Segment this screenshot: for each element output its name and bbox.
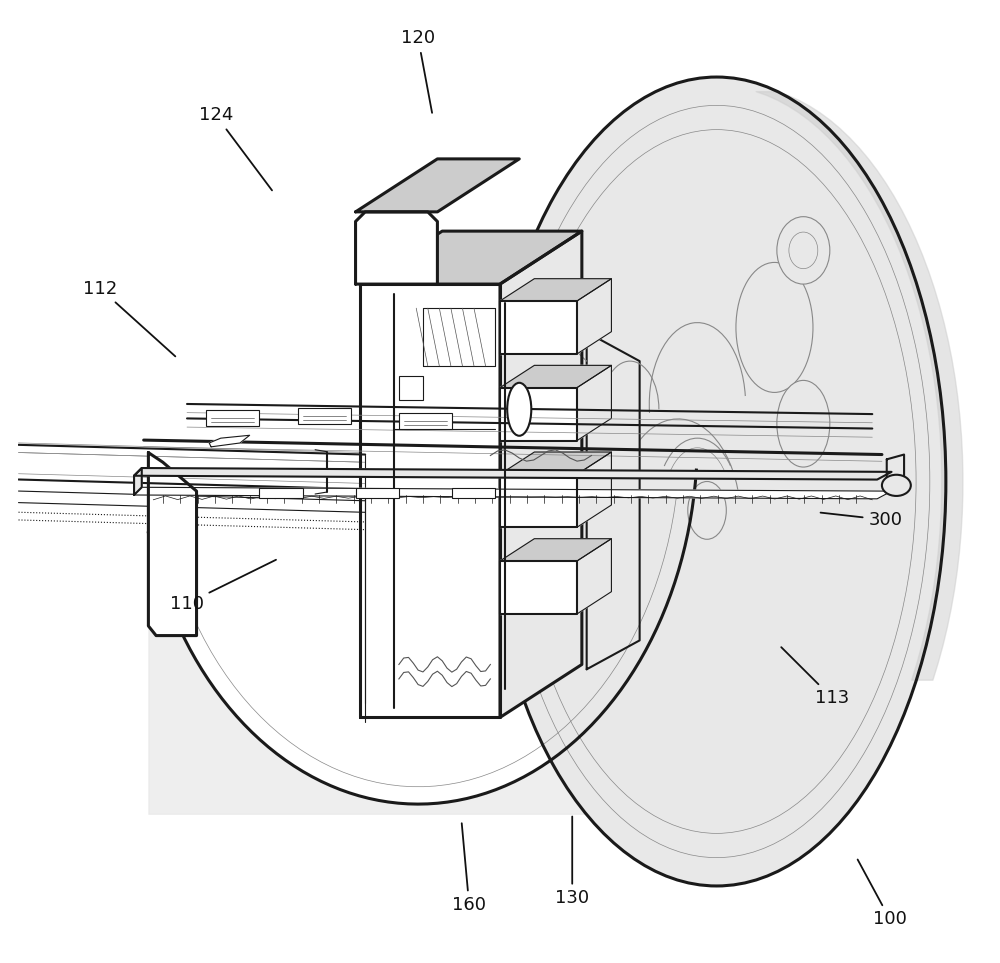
Polygon shape (500, 387, 577, 441)
Polygon shape (356, 212, 437, 284)
Polygon shape (577, 278, 611, 353)
Ellipse shape (507, 383, 531, 435)
Text: 300: 300 (821, 510, 902, 529)
Polygon shape (500, 538, 611, 560)
Text: 120: 120 (401, 29, 435, 113)
Text: 112: 112 (83, 279, 175, 356)
Bar (399, 413, 452, 429)
Polygon shape (500, 231, 582, 717)
Ellipse shape (789, 232, 818, 269)
Text: 110: 110 (170, 560, 276, 612)
Bar (259, 488, 303, 498)
Polygon shape (500, 300, 577, 353)
Text: 113: 113 (781, 647, 849, 707)
Polygon shape (423, 308, 495, 366)
Polygon shape (500, 365, 611, 387)
Polygon shape (587, 332, 640, 669)
Ellipse shape (736, 262, 813, 392)
Bar (298, 408, 351, 424)
Polygon shape (500, 474, 577, 528)
Polygon shape (356, 159, 519, 212)
Text: 130: 130 (555, 817, 589, 907)
Polygon shape (577, 452, 611, 528)
Ellipse shape (688, 482, 726, 539)
Polygon shape (500, 278, 611, 300)
Polygon shape (887, 455, 904, 483)
Polygon shape (209, 435, 250, 447)
Bar (452, 488, 495, 498)
Polygon shape (134, 487, 892, 499)
Polygon shape (577, 365, 611, 441)
Ellipse shape (882, 475, 911, 496)
Polygon shape (360, 284, 500, 717)
Bar (356, 488, 399, 498)
Ellipse shape (777, 380, 830, 467)
Text: 100: 100 (858, 860, 907, 928)
Polygon shape (134, 468, 892, 480)
Polygon shape (500, 452, 611, 474)
Polygon shape (360, 231, 582, 284)
Polygon shape (577, 538, 611, 614)
Text: 124: 124 (199, 106, 272, 191)
Text: 160: 160 (452, 823, 486, 914)
Polygon shape (134, 468, 142, 495)
Ellipse shape (777, 217, 830, 284)
Bar (399, 376, 423, 400)
Ellipse shape (487, 77, 946, 886)
Bar (206, 410, 259, 426)
Polygon shape (500, 560, 577, 614)
Polygon shape (148, 453, 197, 636)
